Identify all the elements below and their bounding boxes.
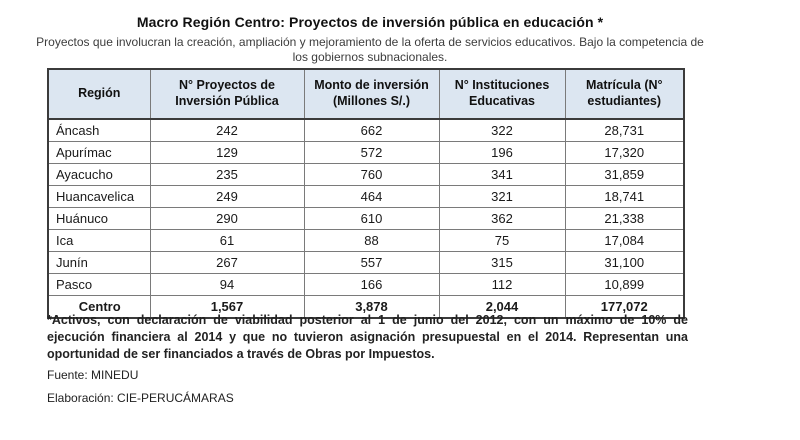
cell-proyectos: 249 bbox=[149, 185, 305, 208]
cell-monto: 610 bbox=[303, 207, 440, 230]
cell-region: Pasco bbox=[47, 273, 151, 296]
cell-region: Áncash bbox=[47, 118, 151, 142]
cell-matricula: 31,859 bbox=[564, 163, 685, 186]
cell-proyectos: 235 bbox=[149, 163, 305, 186]
cell-region: Junín bbox=[47, 251, 151, 274]
cell-proyectos: 267 bbox=[149, 251, 305, 274]
col-header-matricula: Matrícula (N° estudiantes) bbox=[564, 68, 685, 120]
cell-instituciones: 362 bbox=[438, 207, 566, 230]
cell-monto: 464 bbox=[303, 185, 440, 208]
cell-matricula: 21,338 bbox=[564, 207, 685, 230]
cell-region: Ica bbox=[47, 229, 151, 252]
table-body: Áncash 242 662 322 28,731 Apurímac 129 572 196 17… bbox=[47, 118, 685, 319]
cell-matricula: 17,320 bbox=[564, 141, 685, 164]
col-header-proyectos: N° Proyectos de Inversión Pública bbox=[149, 68, 305, 120]
col-header-monto: Monto de inversión (Millones S/.) bbox=[303, 68, 440, 120]
table-row: Áncash 242 662 322 28,731 bbox=[47, 118, 685, 142]
cell-monto: 760 bbox=[303, 163, 440, 186]
cell-proyectos: 129 bbox=[149, 141, 305, 164]
table-row: Huancavelica 249 464 321 18,741 bbox=[47, 185, 685, 208]
cell-instituciones: 315 bbox=[438, 251, 566, 274]
cell-total-monto: 3,878 bbox=[303, 295, 440, 319]
investment-table: Región N° Proyectos de Inversión Pública… bbox=[47, 68, 685, 319]
cell-region: Apurímac bbox=[47, 141, 151, 164]
table-row: Junín 267 557 315 31,100 bbox=[47, 251, 685, 274]
cell-total-matricula: 177,072 bbox=[564, 295, 685, 319]
cell-monto: 572 bbox=[303, 141, 440, 164]
cell-proyectos: 242 bbox=[149, 118, 305, 142]
col-header-instituciones: N° Instituciones Educativas bbox=[438, 68, 566, 120]
table-header-row: Región N° Proyectos de Inversión Pública… bbox=[47, 68, 685, 120]
notes-block: *Activos, con declaración de viabilidad … bbox=[47, 312, 688, 405]
elaboration-text: Elaboración: CIE-PERUCÁMARAS bbox=[47, 391, 234, 405]
cell-matricula: 31,100 bbox=[564, 251, 685, 274]
cell-monto: 166 bbox=[303, 273, 440, 296]
page-subtitle: Proyectos que involucran la creación, am… bbox=[36, 35, 704, 64]
cell-monto: 88 bbox=[303, 229, 440, 252]
cell-total-proyectos: 1,567 bbox=[149, 295, 305, 319]
cell-proyectos: 290 bbox=[149, 207, 305, 230]
table-row: Huánuco 290 610 362 21,338 bbox=[47, 207, 685, 230]
cell-matricula: 10,899 bbox=[564, 273, 685, 296]
cell-total-instituciones: 2,044 bbox=[438, 295, 566, 319]
cell-matricula: 28,731 bbox=[564, 118, 685, 142]
cell-instituciones: 196 bbox=[438, 141, 566, 164]
source-text: Fuente: MINEDU bbox=[47, 368, 139, 382]
cell-matricula: 18,741 bbox=[564, 185, 685, 208]
page-title: Macro Región Centro: Proyectos de invers… bbox=[136, 14, 604, 30]
cell-instituciones: 341 bbox=[438, 163, 566, 186]
table-row: Ayacucho 235 760 341 31,859 bbox=[47, 163, 685, 186]
cell-region: Huánuco bbox=[47, 207, 151, 230]
col-header-region: Región bbox=[47, 68, 151, 120]
cell-instituciones: 75 bbox=[438, 229, 566, 252]
cell-total-region: Centro bbox=[47, 295, 151, 319]
cell-instituciones: 112 bbox=[438, 273, 566, 296]
footnote-text: *Activos, con declaración de viabilidad … bbox=[47, 313, 688, 361]
table-row: Ica 61 88 75 17,084 bbox=[47, 229, 685, 252]
cell-matricula: 17,084 bbox=[564, 229, 685, 252]
table-row: Apurímac 129 572 196 17,320 bbox=[47, 141, 685, 164]
cell-region: Ayacucho bbox=[47, 163, 151, 186]
cell-monto: 557 bbox=[303, 251, 440, 274]
table-total-row: Centro 1,567 3,878 2,044 177,072 bbox=[47, 295, 685, 319]
cell-instituciones: 321 bbox=[438, 185, 566, 208]
cell-instituciones: 322 bbox=[438, 118, 566, 142]
cell-monto: 662 bbox=[303, 118, 440, 142]
table-row: Pasco 94 166 112 10,899 bbox=[47, 273, 685, 296]
cell-region: Huancavelica bbox=[47, 185, 151, 208]
table-header: Región N° Proyectos de Inversión Pública… bbox=[47, 68, 685, 120]
cell-proyectos: 61 bbox=[149, 229, 305, 252]
cell-proyectos: 94 bbox=[149, 273, 305, 296]
